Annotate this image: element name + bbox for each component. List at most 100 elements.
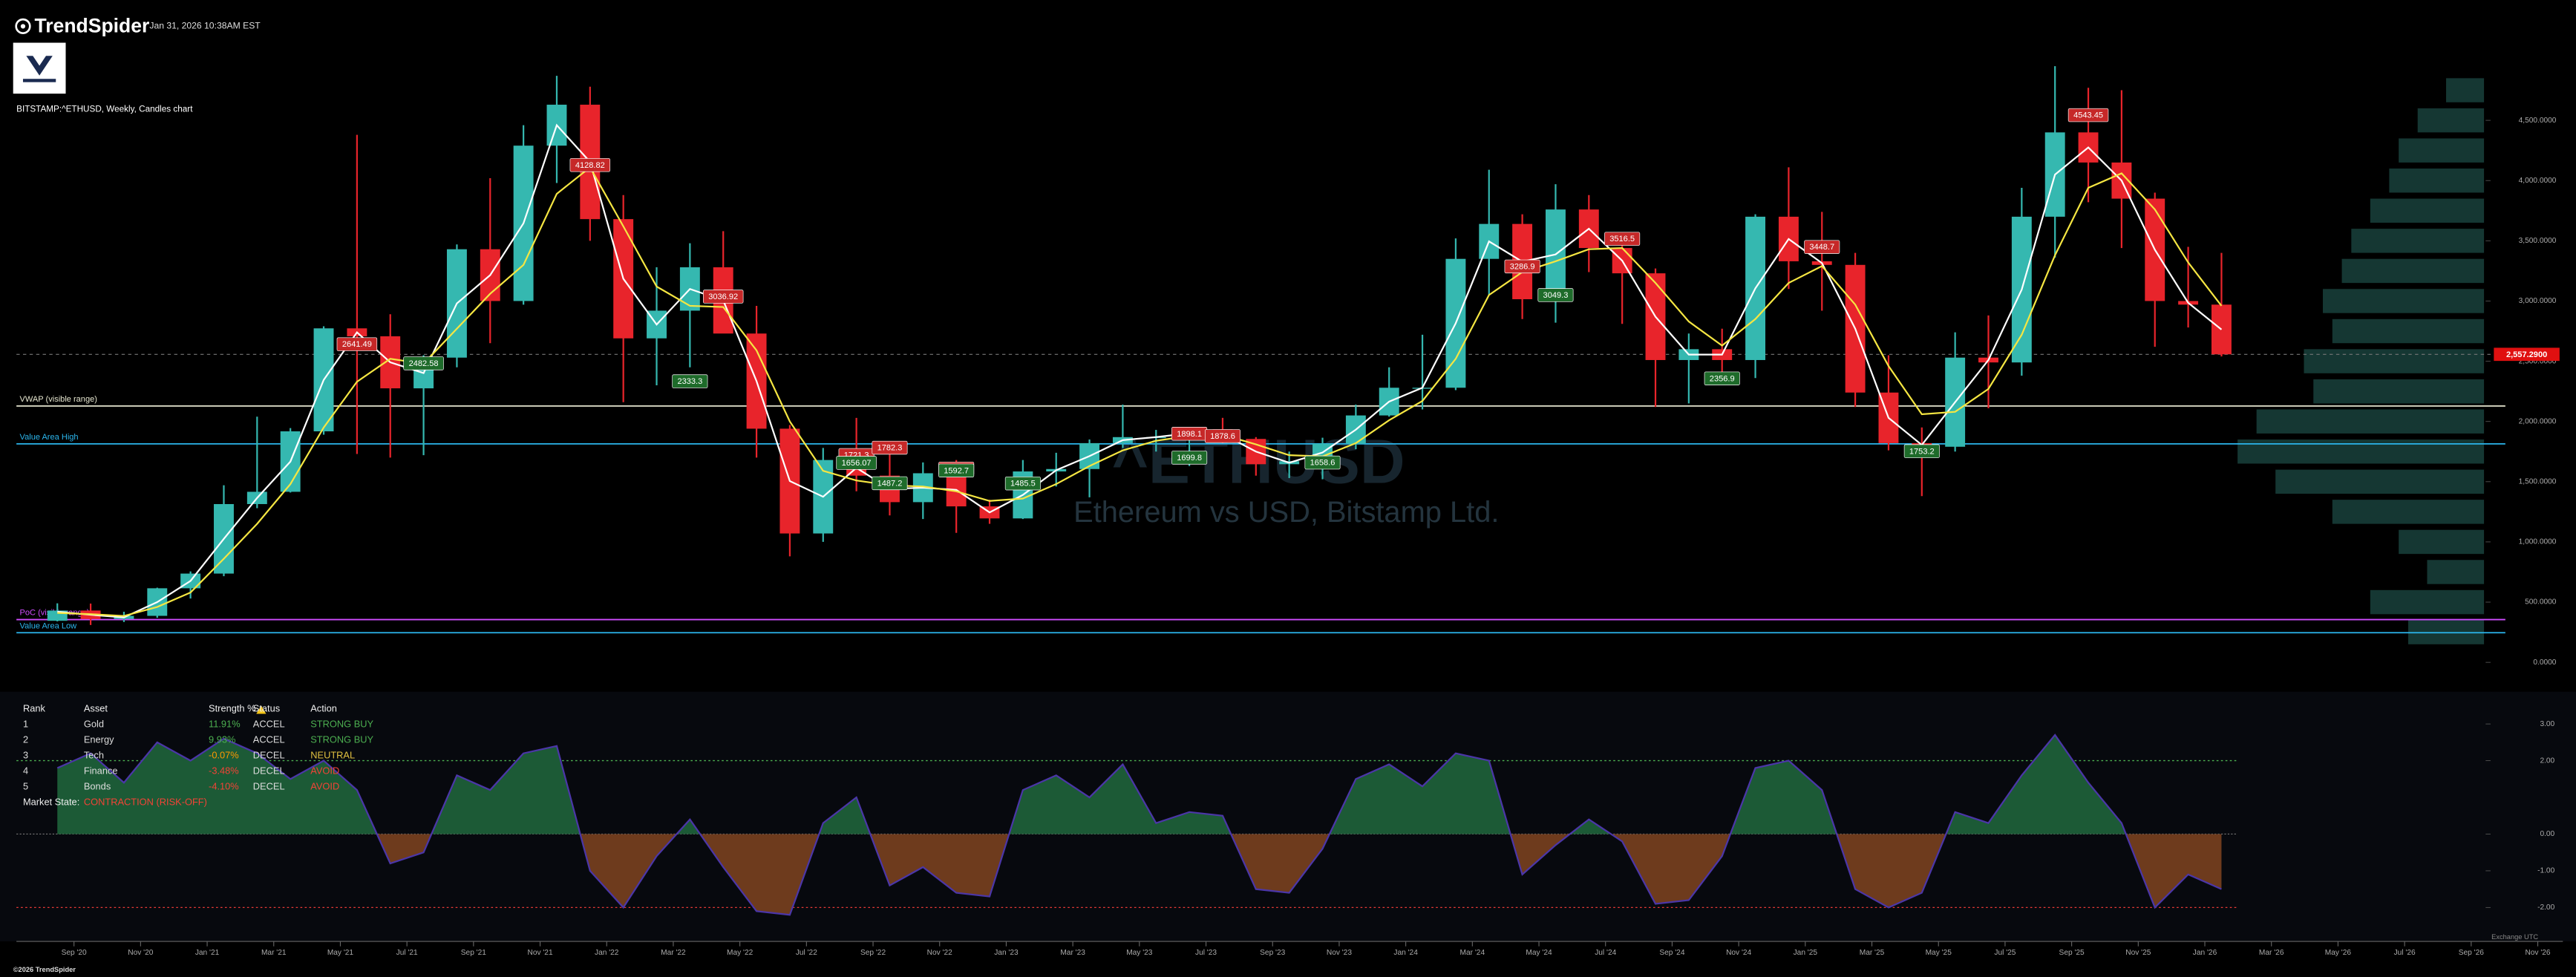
volume-profile-bar	[2275, 469, 2485, 494]
logo-bar	[22, 79, 56, 82]
x-tick-label: Sep '25	[2059, 949, 2085, 957]
price-annotation-box	[569, 158, 611, 172]
x-tick-label: Sep '22	[860, 949, 886, 957]
x-tick-label: Nov '22	[927, 949, 952, 957]
price-annotation: 1487.2	[877, 479, 903, 488]
table-cell: AVOID	[310, 765, 339, 776]
price-annotation: 3516.5	[1609, 235, 1635, 244]
y-tick-label: -2.00	[2537, 904, 2555, 912]
x-tick-label: Nov '20	[128, 949, 153, 957]
volume-profile-bar	[2351, 229, 2485, 253]
x-tick-label: May '24	[1526, 949, 1552, 957]
price-annotation: 4128.82	[575, 161, 605, 170]
y-tick-label: 2,500.0000	[2519, 357, 2557, 365]
x-tick-label: Jan '21	[195, 949, 220, 957]
table-cell: Gold	[84, 718, 104, 729]
level-label: Value Area High	[20, 433, 79, 442]
price-annotation: 2482.58	[409, 359, 439, 368]
table-cell: 1	[23, 718, 28, 729]
table-cell: STRONG BUY	[310, 733, 373, 745]
x-tick-label: Nov '25	[2125, 949, 2151, 957]
price-annotation-box	[1504, 259, 1540, 274]
table-header: Rank	[23, 702, 46, 713]
x-tick-label: Jul '22	[796, 949, 817, 957]
warning-icon	[256, 705, 267, 714]
area-positive	[57, 734, 2126, 834]
price-annotation: 1753.2	[1909, 447, 1935, 456]
table-header: Status	[253, 702, 280, 713]
price-annotation-box	[1704, 371, 1740, 385]
brand-logo	[15, 18, 31, 35]
x-tick-label: Mar '24	[1460, 949, 1485, 957]
price-annotation-box	[1604, 232, 1641, 246]
volume-profile-bar	[2332, 318, 2485, 344]
area-outline	[56, 733, 2222, 916]
y-tick-label: 500.0000	[2525, 598, 2557, 607]
x-tick-label: Mar '21	[261, 949, 287, 957]
table-cell: -3.48%	[209, 765, 239, 776]
table-cell: Bonds	[84, 780, 111, 791]
x-tick-label: Jan '25	[1794, 949, 1818, 957]
x-tick-label: Jul '24	[1595, 949, 1616, 957]
chart-title: BITSTAMP:^ETHUSD, Weekly, Candles chart	[16, 104, 193, 114]
volume-profile-bar	[2256, 409, 2485, 434]
volume-profile-bar	[2332, 500, 2485, 524]
price-annotation: 1782.3	[877, 444, 903, 453]
price-annotation-box	[1004, 476, 1041, 491]
timestamp: Jan 31, 2026 10:38AM EST	[149, 21, 261, 31]
market-state: CONTRACTION (RISK-OFF)	[84, 796, 207, 807]
x-tick-label: Jul '21	[396, 949, 418, 957]
table-cell: DECEL	[253, 765, 285, 776]
y-tick-label: 3,500.0000	[2519, 237, 2557, 245]
y-tick-label: 4,000.0000	[2519, 177, 2557, 185]
table-cell: -0.07%	[209, 749, 239, 760]
volume-profile-bar	[2446, 78, 2485, 102]
timezone-note: Exchange UTC	[2491, 933, 2538, 941]
market-state-label: Market State:	[23, 796, 79, 807]
price-annotation-box	[1903, 444, 1940, 458]
level-label: Value Area Low	[20, 621, 77, 630]
y-tick-label: 3.00	[2540, 720, 2554, 728]
volume-profile-bar	[2313, 379, 2485, 404]
price-annotation-box	[836, 456, 877, 470]
x-tick-label: Nov '26	[2525, 949, 2550, 957]
x-tick-label: Jul '23	[1195, 949, 1217, 957]
table-cell: Tech	[84, 749, 104, 760]
price-annotation: 3036.92	[708, 293, 738, 301]
price-annotation-box	[938, 463, 975, 477]
x-tick-label: Sep '26	[2459, 949, 2484, 957]
table-header: Asset	[84, 702, 108, 713]
price-annotation: 1658.6	[1310, 459, 1336, 468]
table-header: Strength %	[209, 702, 255, 713]
x-tick-label: Jul '25	[1994, 949, 2016, 957]
price-annotation: 3049.3	[1543, 291, 1569, 300]
x-tick-label: Sep '23	[1260, 949, 1285, 957]
volume-profile-bar	[2427, 560, 2485, 584]
price-annotation: 1656.07	[842, 459, 872, 468]
table-cell: ACCEL	[253, 718, 285, 729]
price-annotation-box	[1204, 429, 1240, 443]
x-tick-label: Mar '26	[2259, 949, 2284, 957]
volume-profile-bar	[2370, 198, 2485, 223]
volume-profile-bar	[2417, 108, 2485, 133]
x-tick-label: May '26	[2325, 949, 2352, 957]
x-tick-label: Sep '21	[461, 949, 486, 957]
table-cell: 5	[23, 780, 28, 791]
table-cell: 3	[23, 749, 28, 760]
y-tick-label: 2.00	[2540, 757, 2554, 765]
price-annotation-box	[1304, 455, 1341, 470]
x-tick-label: May '22	[727, 949, 753, 957]
price-annotation: 2333.3	[677, 377, 702, 386]
price-annotation-box	[403, 356, 444, 370]
volume-profile-bar	[2389, 169, 2485, 193]
level-label: VWAP (visible range)	[20, 395, 97, 404]
area-negative	[57, 834, 2222, 915]
price-annotation: 2641.49	[342, 340, 372, 349]
y-tick-label: 0.0000	[2533, 659, 2556, 667]
x-tick-label: May '23	[1126, 949, 1153, 957]
table-cell: 9.93%	[209, 733, 235, 745]
x-tick-label: May '25	[1926, 949, 1952, 957]
indicator-panel	[0, 691, 2576, 942]
table-cell: AVOID	[310, 780, 339, 791]
